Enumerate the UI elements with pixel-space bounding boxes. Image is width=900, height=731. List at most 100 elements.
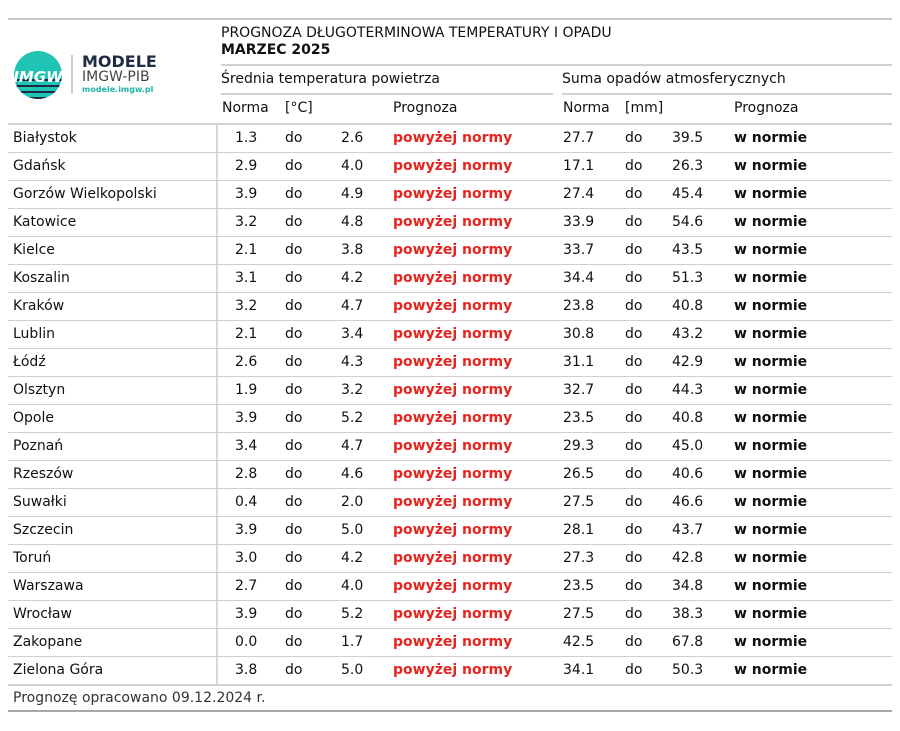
precip-high: 51.3 (672, 270, 704, 286)
range-word: do (625, 298, 643, 314)
precip-low: 34.4 (563, 270, 595, 286)
range-word: do (285, 494, 303, 510)
range-word: do (285, 354, 303, 370)
precip-high: 43.7 (672, 522, 704, 538)
temp-high: 3.4 (341, 326, 364, 342)
temp-high: 5.0 (341, 522, 364, 538)
temp-low: 2.6 (235, 354, 258, 370)
city: Katowice (13, 214, 77, 230)
range-word: do (285, 130, 303, 146)
temp-forecast: powyżej normy (393, 186, 513, 202)
precip-low: 33.7 (563, 242, 595, 258)
row-rule (8, 460, 892, 461)
row-rule (8, 208, 892, 209)
temp-low: 3.9 (235, 522, 258, 538)
precip-low: 33.9 (563, 214, 595, 230)
precip-forecast: w normie (734, 606, 808, 622)
precip-forecast: w normie (734, 578, 808, 594)
temp-forecast: powyżej normy (393, 466, 513, 482)
temp-forecast: powyżej normy (393, 354, 513, 370)
precip-forecast: w normie (734, 466, 808, 482)
city: Suwałki (13, 494, 67, 510)
logo: IMGW (13, 51, 73, 99)
subheader: Prognoza (734, 100, 799, 116)
subheader: Norma (563, 100, 610, 116)
precip-forecast: w normie (734, 662, 808, 678)
range-word: do (625, 466, 643, 482)
row-rule (8, 572, 892, 573)
temp-low: 3.8 (235, 662, 258, 678)
precip-high: 40.8 (672, 298, 704, 314)
temp-low: 3.2 (235, 298, 258, 314)
temp-high: 4.2 (341, 550, 364, 566)
precip-high: 45.4 (672, 186, 704, 202)
precip-low: 29.3 (563, 438, 595, 454)
range-word: do (625, 494, 643, 510)
range-word: do (285, 466, 303, 482)
city: Toruń (13, 550, 52, 566)
temp-high: 4.7 (341, 438, 364, 454)
temp-low: 3.9 (235, 606, 258, 622)
rule (562, 93, 892, 95)
precip-high: 34.8 (672, 578, 704, 594)
precip-forecast: w normie (734, 270, 808, 286)
precip-high: 40.6 (672, 466, 704, 482)
logo-badge: IMGW (13, 68, 64, 86)
temp-forecast: powyżej normy (393, 578, 513, 594)
city: Zielona Góra (13, 662, 104, 678)
city: Kraków (13, 298, 65, 314)
temp-low: 3.4 (235, 438, 258, 454)
range-word: do (625, 522, 643, 538)
precip-high: 39.5 (672, 130, 704, 146)
range-word: do (625, 186, 643, 202)
range-word: do (285, 410, 303, 426)
temp-forecast: powyżej normy (393, 606, 513, 622)
temp-high: 4.3 (341, 354, 364, 370)
range-word: do (285, 578, 303, 594)
range-word: do (285, 550, 303, 566)
temp-high: 4.9 (341, 186, 364, 202)
temp-forecast: powyżej normy (393, 130, 513, 146)
row-rule (8, 544, 892, 545)
subheader: Norma (222, 100, 269, 116)
range-word: do (625, 662, 643, 678)
precip-forecast: w normie (734, 382, 808, 398)
temp-low: 3.9 (235, 186, 258, 202)
city: Opole (13, 410, 54, 426)
temp-forecast: powyżej normy (393, 438, 513, 454)
precip-high: 26.3 (672, 158, 704, 174)
precip-low: 27.4 (563, 186, 595, 202)
temp-high: 4.0 (341, 578, 364, 594)
precip-forecast: w normie (734, 354, 808, 370)
row-rule (8, 628, 892, 629)
city: Zakopane (13, 634, 83, 650)
range-word: do (285, 186, 303, 202)
top-rule (8, 18, 892, 20)
precip-forecast: w normie (734, 410, 808, 426)
range-word: do (285, 522, 303, 538)
precip-forecast: w normie (734, 186, 808, 202)
city: Koszalin (13, 270, 70, 286)
temp-forecast: powyżej normy (393, 326, 513, 342)
precip-high: 54.6 (672, 214, 704, 230)
range-word: do (625, 214, 643, 230)
city: Kielce (13, 242, 55, 258)
range-word: do (625, 354, 643, 370)
precip-high: 42.8 (672, 550, 704, 566)
temp-high: 5.2 (341, 410, 364, 426)
temp-high: 5.2 (341, 606, 364, 622)
city: Wrocław (13, 606, 72, 622)
precip-forecast: w normie (734, 158, 808, 174)
row-rule (8, 348, 892, 349)
temp-low: 2.1 (235, 242, 258, 258)
header-rule (8, 123, 892, 125)
temp-high: 4.0 (341, 158, 364, 174)
range-word: do (285, 438, 303, 454)
precip-low: 31.1 (563, 354, 595, 370)
bottom-rule (8, 710, 892, 712)
range-word: do (625, 130, 643, 146)
temp-high: 2.0 (341, 494, 364, 510)
precip-high: 43.5 (672, 242, 704, 258)
temp-high: 2.6 (341, 130, 364, 146)
rule (221, 93, 553, 95)
